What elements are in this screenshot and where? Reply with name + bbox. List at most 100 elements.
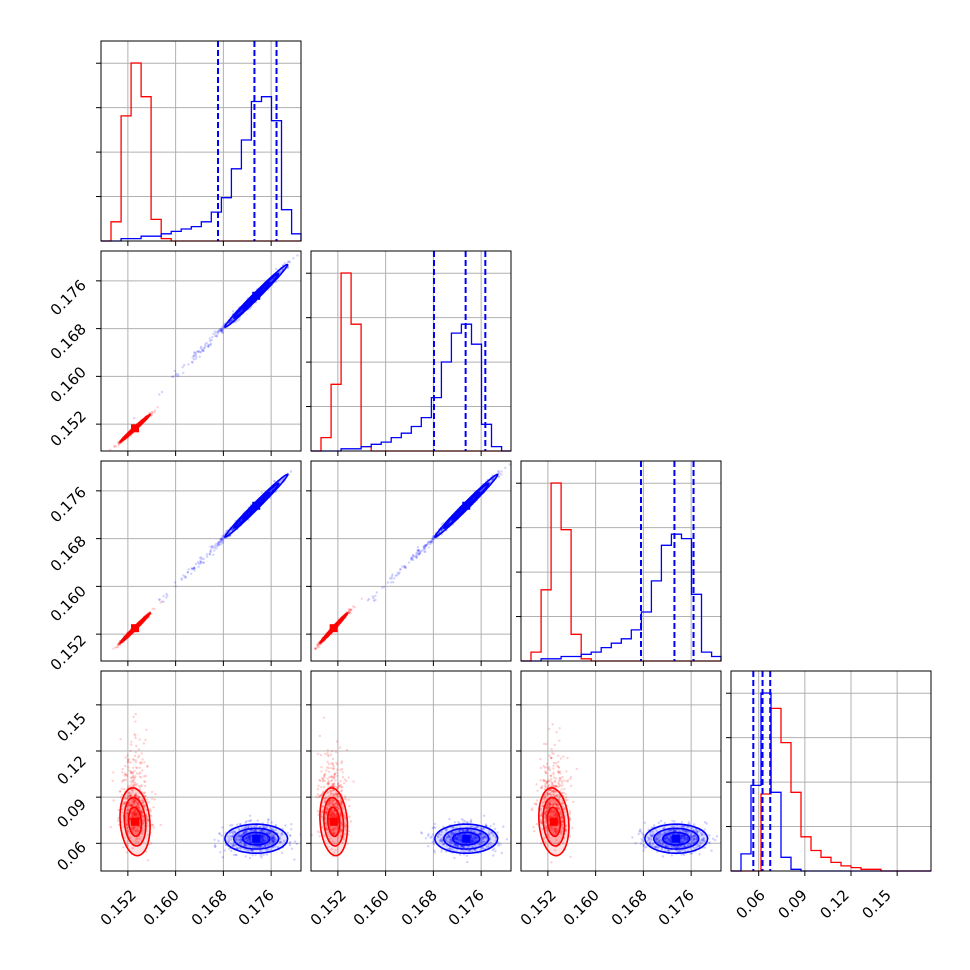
scatter-point xyxy=(261,829,264,832)
scatter-point xyxy=(160,390,164,394)
scatter-point xyxy=(243,831,246,835)
scatter-point xyxy=(220,537,223,540)
scatter-point xyxy=(132,776,135,779)
scatter-point xyxy=(248,844,251,847)
scatter-point xyxy=(314,647,317,650)
scatter-point xyxy=(195,350,199,353)
scatter-point xyxy=(132,715,135,719)
scatter-point xyxy=(136,802,139,805)
scatter-point xyxy=(146,824,149,828)
scatter-point xyxy=(133,794,136,797)
scatter-point xyxy=(217,543,220,546)
scatter-point xyxy=(426,540,430,544)
scatter-point xyxy=(131,784,134,787)
scatter-point xyxy=(185,576,188,579)
scatter-point xyxy=(422,546,426,549)
scatter-point xyxy=(122,801,125,805)
scatter-point xyxy=(123,778,126,782)
scatter-point xyxy=(152,826,156,829)
scatter-point xyxy=(429,540,432,543)
scatter-point xyxy=(129,749,132,753)
scatter-point xyxy=(504,466,507,470)
scatter-point xyxy=(247,825,250,829)
scatter-point xyxy=(130,799,133,802)
scatter-point xyxy=(432,534,435,538)
scatter-point xyxy=(347,610,350,613)
scatter-point xyxy=(136,813,140,816)
scatter-point xyxy=(397,572,400,576)
scatter-point xyxy=(133,809,137,813)
scatter-point xyxy=(197,350,200,353)
scatter-point xyxy=(143,804,146,808)
scatter-point xyxy=(131,801,134,804)
scatter-point xyxy=(150,797,154,801)
scatter-point xyxy=(264,845,267,848)
scatter-point xyxy=(238,318,241,321)
scatter-point xyxy=(132,778,135,782)
scatter-point xyxy=(205,341,208,345)
scatter-point xyxy=(213,330,216,333)
scatter-point xyxy=(210,338,213,342)
scatter-point xyxy=(216,544,219,547)
scatter-point xyxy=(172,375,175,378)
scatter-point xyxy=(410,557,413,560)
scatter-point xyxy=(247,819,250,823)
density-peak-red xyxy=(131,624,140,633)
scatter-point xyxy=(231,527,234,531)
scatter-point xyxy=(274,267,278,271)
density-peak-blue xyxy=(252,291,261,300)
scatter-point xyxy=(138,797,141,800)
scatter-point xyxy=(270,840,273,843)
scatter-point xyxy=(127,805,130,808)
scatter-point xyxy=(249,834,252,837)
scatter-point xyxy=(415,556,418,559)
scatter-point xyxy=(130,803,133,806)
scatter-point xyxy=(125,823,129,826)
scatter-point xyxy=(139,762,142,765)
scatter-point xyxy=(415,552,418,556)
scatter-point xyxy=(134,766,138,769)
scatter-point xyxy=(142,742,146,745)
scatter-point xyxy=(124,756,127,759)
scatter-point xyxy=(130,794,134,798)
scatter-point xyxy=(275,280,278,284)
scatter-point xyxy=(146,818,150,822)
scatter-point xyxy=(202,347,205,350)
scatter-point xyxy=(192,567,196,570)
scatter-point xyxy=(418,551,422,555)
scatter-point xyxy=(132,826,135,830)
scatter-point xyxy=(239,834,242,838)
scatter-point xyxy=(215,547,218,550)
scatter-point xyxy=(122,846,125,849)
scatter-point xyxy=(143,791,146,795)
scatter-point xyxy=(123,638,126,642)
scatter-point xyxy=(398,571,401,574)
scatter-point xyxy=(130,804,133,807)
scatter-point xyxy=(427,546,430,549)
scatter-point xyxy=(113,445,116,449)
scatter-point xyxy=(133,799,136,802)
scatter-point xyxy=(399,568,402,571)
scatter-point xyxy=(264,839,268,842)
scatter-point xyxy=(221,534,224,537)
scatter-point xyxy=(430,540,433,544)
scatter-point xyxy=(272,841,275,844)
scatter-point xyxy=(314,647,317,650)
scatter-point xyxy=(316,643,319,647)
scatter-point xyxy=(239,834,243,837)
scatter-point xyxy=(239,847,242,850)
scatter-point xyxy=(199,559,202,563)
scatter-point xyxy=(130,815,134,818)
scatter-point xyxy=(303,849,305,851)
scatter-point xyxy=(479,489,483,493)
scatter-point xyxy=(212,332,215,336)
scatter-point xyxy=(243,844,246,847)
scatter-point xyxy=(127,801,131,805)
scatter-point xyxy=(218,328,222,331)
scatter-point xyxy=(127,792,131,795)
scatter-point xyxy=(146,859,150,862)
scatter-point xyxy=(216,542,220,545)
scatter-point xyxy=(130,776,133,779)
scatter-point xyxy=(149,809,152,813)
scatter-point xyxy=(126,808,130,811)
